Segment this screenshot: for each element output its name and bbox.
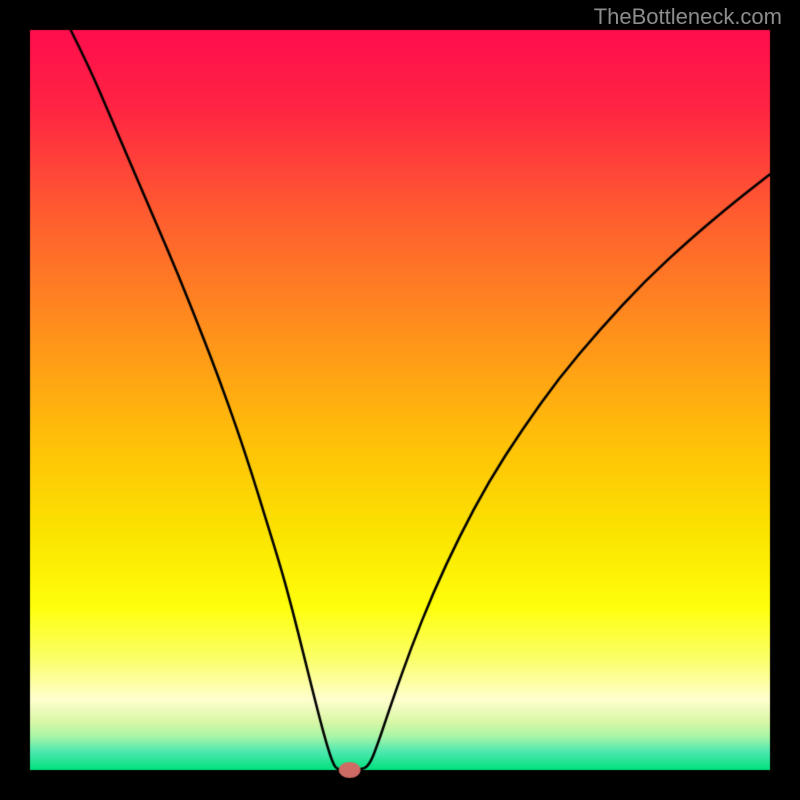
stage: TheBottleneck.com (0, 0, 800, 800)
watermark-text: TheBottleneck.com (594, 4, 782, 30)
chart-canvas (0, 0, 800, 800)
